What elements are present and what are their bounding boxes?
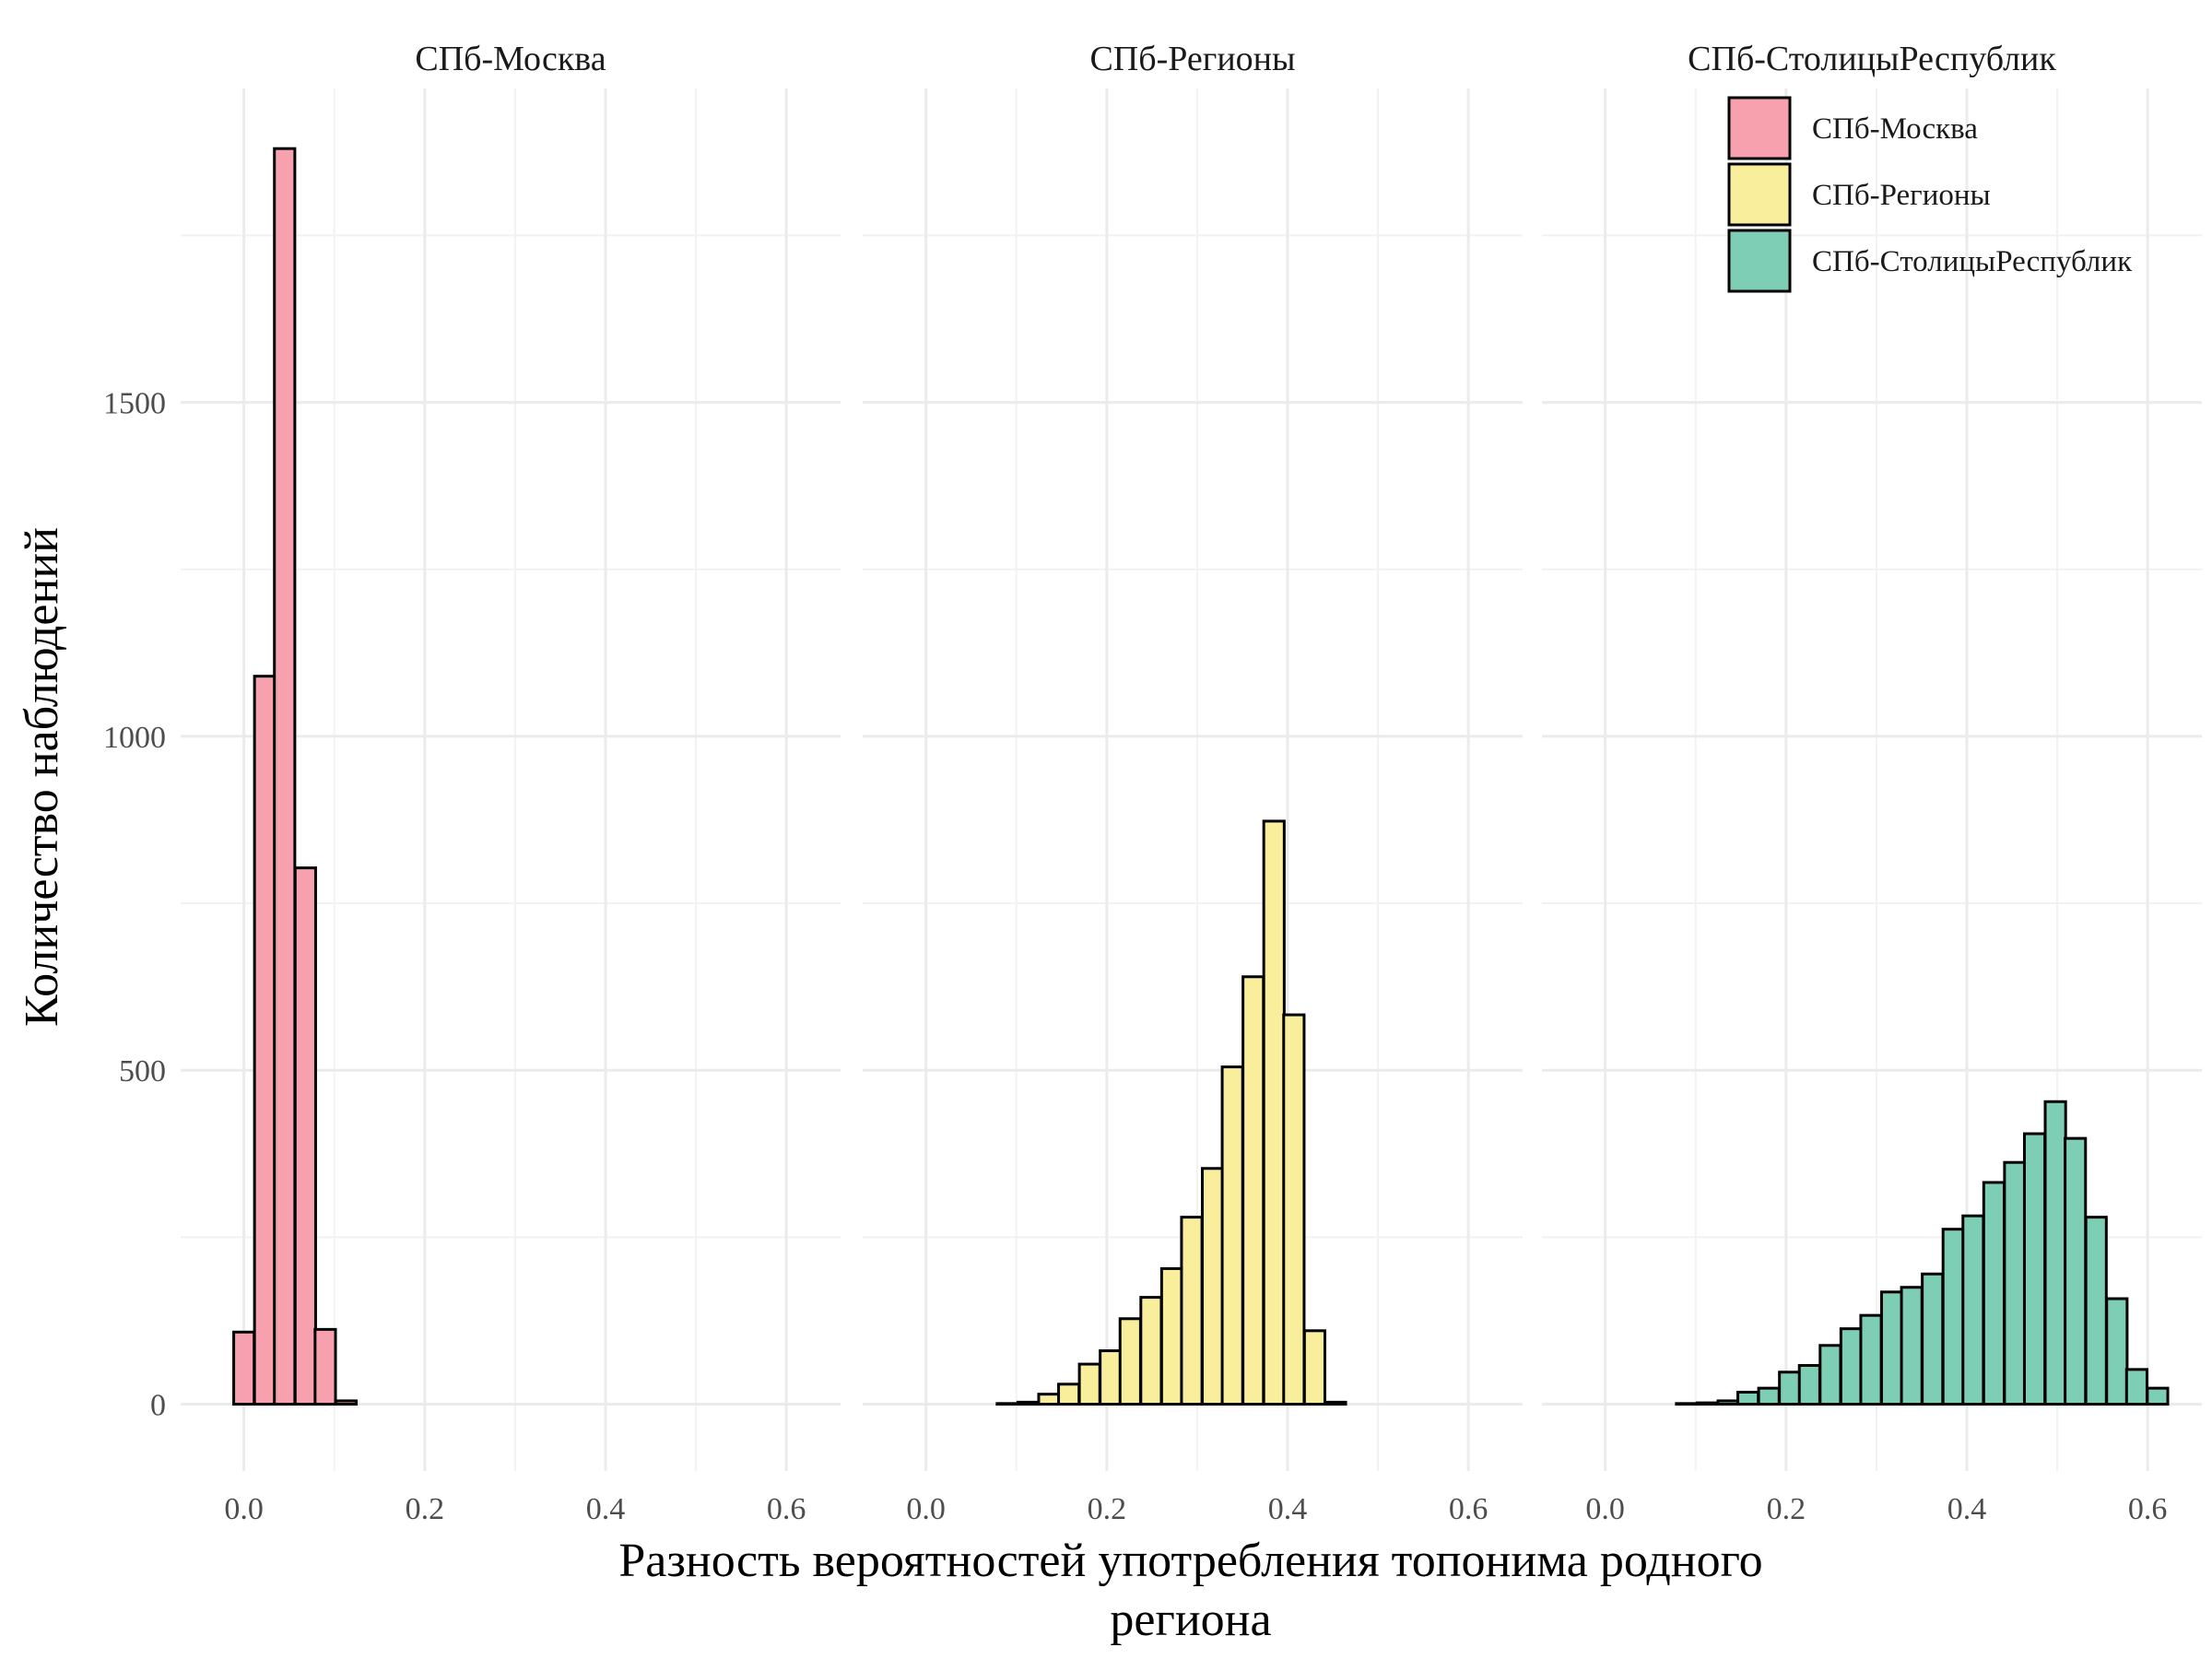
x-tick-label: 0.0: [906, 1492, 946, 1526]
histogram-bar: [334, 1399, 359, 1406]
x-tick-label: 0.2: [1088, 1492, 1127, 1526]
histogram-bar: [1180, 1216, 1204, 1406]
legend-label-spb-stolitsy-respublik: СПб-СтолицыРеспублик: [1812, 245, 2133, 278]
histogram-bar: [1139, 1296, 1163, 1406]
histogram-bar: [1839, 1327, 1864, 1406]
histogram-bar: [1037, 1393, 1061, 1406]
histogram-bar: [1716, 1399, 1740, 1406]
histogram-bar: [1675, 1402, 1699, 1406]
x-tick-label: 0.2: [1767, 1492, 1806, 1526]
histogram-bar: [1778, 1371, 1802, 1406]
histogram-bar: [1818, 1344, 1842, 1406]
histogram-bar: [1757, 1386, 1781, 1406]
histogram-bar: [313, 1327, 337, 1406]
histogram-bar: [1921, 1272, 1945, 1406]
legend-label-spb-moskva: СПб-Москва: [1812, 112, 1978, 146]
histogram-bar: [1118, 1317, 1142, 1406]
histogram-bar: [1324, 1400, 1347, 1406]
histogram-bar: [273, 147, 297, 1406]
histogram-bar: [2084, 1216, 2108, 1406]
facet-title: СПб-Москва: [415, 40, 606, 78]
histogram-bar: [1262, 819, 1286, 1406]
histogram-bar: [1302, 1329, 1326, 1406]
legend-key-spb-stolitsy-respublik: [1727, 229, 1792, 293]
facet-title: СПб-СтолицыРеспублик: [1688, 40, 2056, 78]
histogram-bar: [2064, 1136, 2088, 1406]
histogram-bar: [1736, 1390, 1760, 1406]
y-axis-title: Количество наблюдений: [16, 527, 68, 1027]
x-tick-label: 0.2: [406, 1492, 445, 1526]
histogram-bar: [2003, 1160, 2027, 1406]
y-tick-label: 0: [150, 1389, 166, 1423]
x-tick-label: 0.6: [1449, 1492, 1488, 1526]
histogram-bar: [1159, 1266, 1184, 1406]
histogram-bar: [1241, 975, 1265, 1406]
x-tick-label: 0.0: [1585, 1492, 1625, 1526]
histogram-bar: [1900, 1286, 1924, 1406]
histogram-bar: [1282, 1013, 1306, 1406]
histogram-bar: [995, 1402, 1019, 1406]
histogram-bar: [232, 1330, 256, 1406]
histogram-bar: [293, 866, 317, 1406]
facet-title: СПб-Регионы: [1089, 40, 1295, 78]
histogram-bar: [1879, 1290, 1904, 1406]
histogram-bar: [1220, 1065, 1244, 1406]
histogram-bar: [2124, 1368, 2148, 1406]
labels-layer: 0 500 1000 1500 СПб-Москва 0.0 0.2 0.4 0.6 СПб-Ре…: [103, 40, 2167, 1526]
histogram-bar: [1797, 1364, 1821, 1406]
histogram-bar: [1941, 1228, 1965, 1406]
y-tick-label: 500: [119, 1054, 166, 1088]
histogram-bar: [1859, 1313, 1883, 1406]
legend-key-spb-regiony: [1727, 162, 1792, 227]
x-tick-label: 0.6: [767, 1492, 806, 1526]
histogram-bar: [1016, 1400, 1041, 1406]
x-tick-label: 0.4: [1947, 1492, 1987, 1526]
histogram-bar: [1057, 1382, 1081, 1406]
histogram-bar: [2105, 1297, 2129, 1406]
legend-label-spb-regiony: СПб-Регионы: [1812, 179, 1991, 212]
y-tick-label: 1500: [103, 387, 166, 421]
histogram-bar: [1961, 1214, 1985, 1406]
y-tick-label: 1000: [103, 721, 166, 755]
x-tick-label: 0.6: [2128, 1492, 2168, 1526]
x-tick-label: 0.4: [1268, 1492, 1308, 1526]
x-axis-title-line-2: региона: [1110, 1594, 1271, 1646]
histogram-bar: [2022, 1132, 2047, 1406]
histogram-bar: [1099, 1349, 1123, 1406]
x-axis-title-line-1: Разность вероятностей употребления топон…: [618, 1535, 1762, 1587]
histogram-bar: [1982, 1181, 2006, 1406]
histogram-bar: [2043, 1100, 2067, 1406]
x-tick-label: 0.4: [586, 1492, 626, 1526]
histogram-bar: [253, 675, 276, 1406]
legend-key-spb-moskva: [1727, 96, 1792, 160]
histogram-bar: [2146, 1386, 2170, 1406]
histogram-bar: [1077, 1362, 1101, 1406]
legend: СПб-Москва СПб-Регионы СПб-СтолицыРеспуб…: [1727, 96, 2133, 293]
bars-layer: [232, 147, 2170, 1406]
histogram-bar: [1200, 1167, 1225, 1406]
histogram-bar: [1695, 1401, 1720, 1406]
x-tick-label: 0.0: [224, 1492, 264, 1526]
